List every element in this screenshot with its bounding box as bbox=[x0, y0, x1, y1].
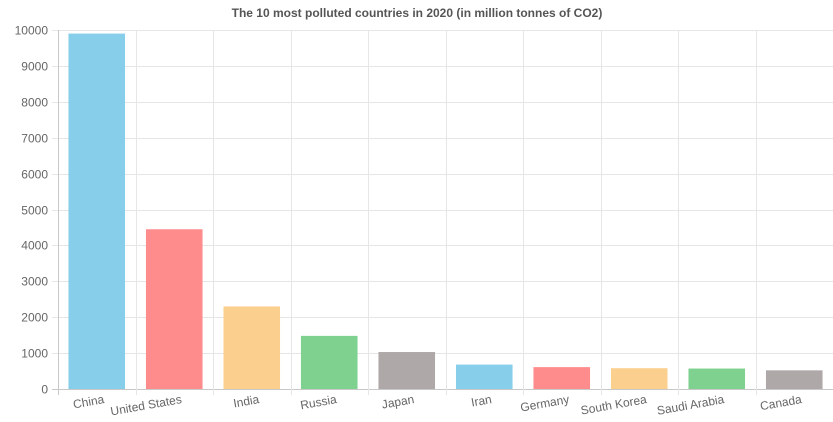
x-tick-label: Japan bbox=[381, 392, 416, 411]
y-tick-label: 1000 bbox=[21, 347, 48, 361]
y-tick-label: 7000 bbox=[21, 132, 48, 146]
bar-layer bbox=[68, 33, 823, 390]
grid-layer bbox=[52, 30, 833, 395]
y-tick-label: 0 bbox=[41, 383, 48, 397]
bar bbox=[68, 33, 126, 390]
y-tick-label: 10000 bbox=[15, 24, 49, 38]
bar bbox=[145, 229, 203, 389]
y-tick-label: 9000 bbox=[21, 60, 48, 74]
x-tick-label: Canada bbox=[759, 392, 803, 413]
bar bbox=[455, 364, 513, 389]
x-tick-label: Germany bbox=[519, 392, 570, 414]
bar bbox=[533, 367, 591, 389]
y-tick-label: 2000 bbox=[21, 311, 48, 325]
bar bbox=[223, 306, 281, 389]
x-axis: China United States India Russia Japan Iran Ge… bbox=[72, 392, 803, 418]
x-tick-label: South Korea bbox=[580, 392, 648, 417]
x-tick-label: India bbox=[232, 392, 260, 410]
y-tick-label: 6000 bbox=[21, 168, 48, 182]
bar bbox=[300, 335, 358, 389]
x-tick-label: United States bbox=[109, 392, 182, 418]
x-tick-label: China bbox=[72, 392, 106, 411]
bar bbox=[688, 368, 746, 389]
bar bbox=[765, 370, 823, 389]
bar bbox=[610, 368, 668, 389]
x-tick-label: Saudi Arabia bbox=[656, 392, 726, 418]
chart-title: The 10 most polluted countries in 2020 (… bbox=[232, 6, 603, 20]
x-tick-label: Russia bbox=[299, 392, 338, 412]
y-tick-label: 3000 bbox=[21, 275, 48, 289]
y-tick-label: 8000 bbox=[21, 96, 48, 110]
y-tick-label: 4000 bbox=[21, 239, 48, 253]
x-tick-label: Iran bbox=[470, 392, 493, 409]
bar bbox=[378, 352, 436, 389]
y-axis: 0 1000 2000 3000 4000 5000 6000 7000 8000 9000 100… bbox=[15, 24, 49, 397]
y-tick-label: 5000 bbox=[21, 204, 48, 218]
